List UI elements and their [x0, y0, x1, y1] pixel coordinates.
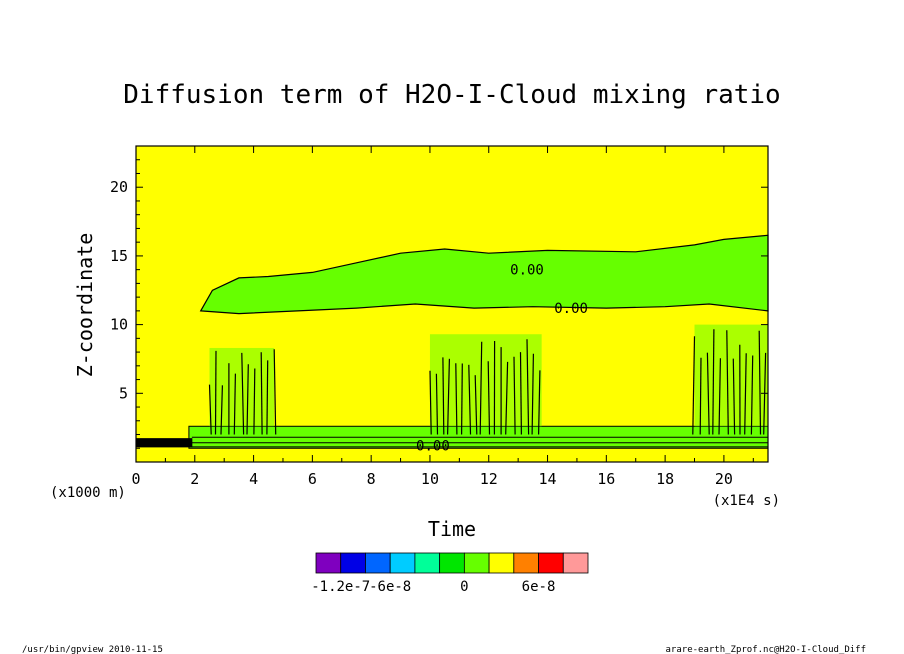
colorbar-swatch — [463, 552, 490, 574]
contour-label: 0.00 — [416, 439, 450, 455]
column-contour — [519, 352, 522, 435]
y-tick-label: 10 — [110, 316, 128, 334]
column-contour — [744, 353, 747, 435]
convection-column-1 — [208, 347, 277, 435]
x-tick-label: 20 — [715, 470, 733, 488]
colorbar-swatch — [365, 552, 391, 574]
column-contour — [758, 330, 762, 435]
column-contour — [266, 360, 269, 435]
colorbar-swatch — [389, 552, 416, 574]
column-contour — [253, 368, 256, 435]
x-tick-label: 18 — [656, 470, 674, 488]
column-contour — [706, 352, 710, 435]
colorbar-label: 0 — [460, 579, 468, 595]
contour-features — [135, 234, 769, 449]
x-tick-label: 0 — [131, 470, 140, 488]
colorbar-swatch — [562, 552, 589, 574]
x-tick-label: 12 — [480, 470, 498, 488]
column-contour — [233, 373, 236, 435]
colorbar-label: -6e-8 — [369, 579, 411, 595]
x-tick-label: 6 — [308, 470, 317, 488]
y-axis-label: Z-coordinate — [73, 233, 97, 378]
x-tick-label: 10 — [421, 470, 439, 488]
column-contour — [513, 356, 516, 435]
column-contour — [531, 353, 534, 435]
convection-column-3 — [692, 324, 768, 435]
column-contour — [246, 364, 249, 435]
column-contour — [474, 375, 478, 435]
y-axis: 5 10 15 20 — [110, 145, 768, 449]
colorbar-swatch — [439, 552, 465, 574]
colorbar-swatch — [414, 552, 441, 574]
y-tick-label: 20 — [110, 178, 128, 196]
column-contour — [214, 350, 217, 435]
plot-frame — [135, 145, 769, 463]
x-axis-label: Time — [428, 517, 476, 541]
column-contour — [732, 358, 736, 435]
y-unit-label: (x1000 m) — [50, 485, 126, 501]
x-tick-label: 8 — [367, 470, 376, 488]
column-fill — [429, 334, 542, 427]
footer-right: arare-earth_Zprof.nc@H2O-I-Cloud_Diff — [666, 645, 866, 654]
column-contour — [461, 363, 463, 435]
column-contour — [726, 330, 729, 435]
column-contour — [505, 361, 509, 435]
column-contour — [273, 349, 277, 435]
x-unit-label: (x1E4 s) — [713, 493, 780, 509]
column-contour — [718, 358, 721, 435]
column-fill — [694, 324, 768, 427]
column-contour — [241, 352, 245, 435]
column-contour — [220, 385, 223, 435]
column-contour — [435, 373, 439, 435]
column-contour — [479, 341, 483, 435]
upper-band — [199, 234, 769, 315]
colorbar-swatch — [513, 552, 539, 574]
contour-label: 0.00 — [510, 263, 544, 279]
plot-area: 0.00 0.00 0.00 — [135, 145, 769, 463]
contour-label: 0.00 — [554, 301, 588, 317]
colorbar-label: 6e-8 — [522, 579, 556, 595]
y-tick-label: 5 — [119, 384, 128, 402]
column-contour — [260, 352, 263, 435]
chart-title: Diffusion term of H2O-I-Cloud mixing rat… — [123, 80, 780, 110]
surface-strip — [135, 438, 193, 448]
contour-labels: 0.00 0.00 0.00 — [416, 263, 588, 455]
x-axis: 0 2 4 6 8 10 12 14 16 18 20 — [131, 146, 754, 488]
colorbar-swatch — [340, 552, 366, 574]
column-contour — [750, 355, 754, 435]
column-contour — [699, 357, 702, 435]
column-contour — [429, 370, 432, 435]
x-tick-label: 2 — [190, 470, 199, 488]
colorbar-swatch — [315, 552, 342, 574]
x-tick-label: 16 — [597, 470, 615, 488]
column-contour — [442, 357, 445, 435]
colorbar-label: -1.2e-7 — [311, 579, 370, 595]
column-contour — [455, 363, 458, 435]
column-contour — [526, 339, 530, 435]
column-contour — [468, 364, 472, 435]
colorbar-swatch — [488, 552, 515, 574]
column-contour — [692, 336, 696, 435]
footer-left: /usr/bin/gpview 2010-11-15 — [22, 645, 163, 654]
column-contour — [538, 370, 541, 435]
colorbar-swatch — [538, 552, 564, 574]
column-contour — [487, 361, 491, 435]
x-tick-label: 14 — [539, 470, 557, 488]
convection-column-2 — [429, 334, 542, 435]
column-contour — [208, 384, 212, 435]
colorbar: -1.2e-7-6e-8 0 6e-8 — [311, 552, 589, 595]
column-contour — [447, 358, 450, 435]
y-tick-label: 15 — [110, 247, 128, 265]
column-contour — [712, 329, 715, 435]
x-tick-label: 4 — [249, 470, 258, 488]
